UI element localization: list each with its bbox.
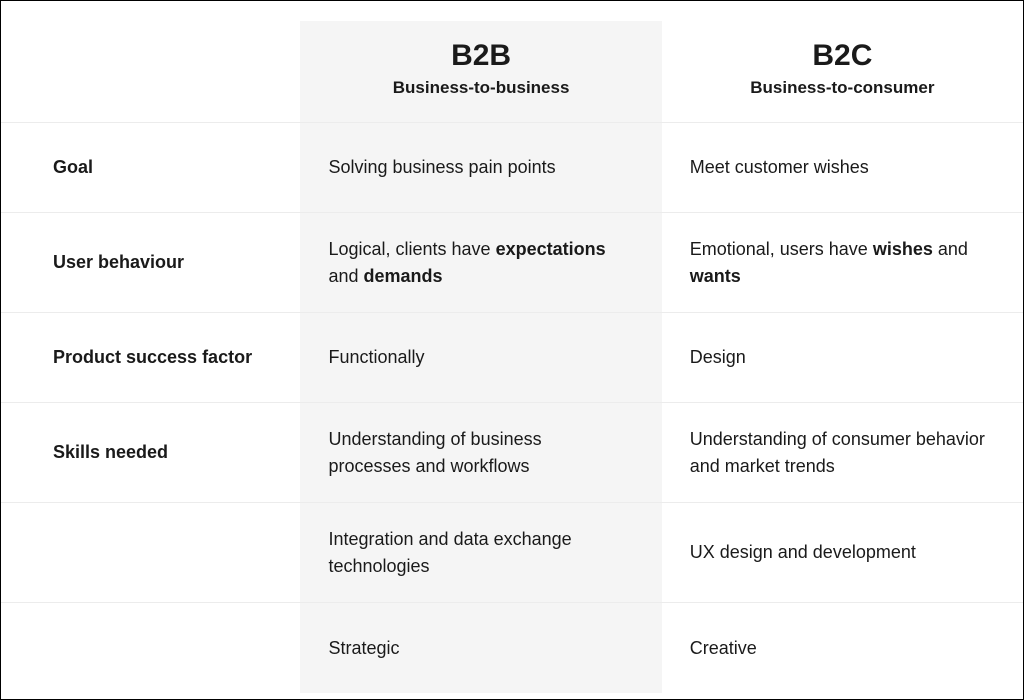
cell-b2c: Meet customer wishes: [662, 123, 1023, 213]
cell-b2c: Creative: [662, 603, 1023, 693]
comparison-table-frame: B2B Business-to-business B2C Business-to…: [0, 0, 1024, 700]
cell-b2b: Understanding of business processes and …: [300, 403, 661, 503]
cell-b2b: Solving business pain points: [300, 123, 661, 213]
table-row: Product success factor Functionally Desi…: [1, 313, 1023, 403]
cell-b2c: UX design and development: [662, 503, 1023, 603]
table-body: Goal Solving business pain points Meet c…: [1, 123, 1023, 693]
row-label: Skills needed: [1, 403, 300, 503]
row-label: Goal: [1, 123, 300, 213]
table-row: Goal Solving business pain points Meet c…: [1, 123, 1023, 213]
cell-b2b: Strategic: [300, 603, 661, 693]
header-b2b-title: B2B: [328, 39, 633, 72]
cell-b2b: Integration and data exchange technologi…: [300, 503, 661, 603]
table-row: User behaviour Logical, clients have exp…: [1, 213, 1023, 313]
row-label: [1, 503, 300, 603]
header-b2c-title: B2C: [690, 39, 995, 72]
row-label: Product success factor: [1, 313, 300, 403]
header-b2b-subtitle: Business-to-business: [328, 78, 633, 98]
header-row: B2B Business-to-business B2C Business-to…: [1, 21, 1023, 123]
header-empty-cell: [1, 21, 300, 123]
table-row: Strategic Creative: [1, 603, 1023, 693]
table-row: Skills needed Understanding of business …: [1, 403, 1023, 503]
cell-b2c: Design: [662, 313, 1023, 403]
header-b2c: B2C Business-to-consumer: [662, 21, 1023, 123]
header-b2b: B2B Business-to-business: [300, 21, 661, 123]
comparison-table: B2B Business-to-business B2C Business-to…: [1, 21, 1023, 693]
cell-b2c: Understanding of consumer behavior and m…: [662, 403, 1023, 503]
row-label: [1, 603, 300, 693]
cell-b2b: Functionally: [300, 313, 661, 403]
row-label: User behaviour: [1, 213, 300, 313]
header-b2c-subtitle: Business-to-consumer: [690, 78, 995, 98]
table-row: Integration and data exchange technologi…: [1, 503, 1023, 603]
cell-b2b: Logical, clients have expectations and d…: [300, 213, 661, 313]
cell-b2c: Emotional, users have wishes and wants: [662, 213, 1023, 313]
